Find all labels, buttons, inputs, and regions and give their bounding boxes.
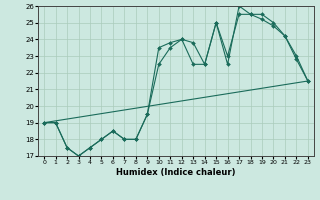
X-axis label: Humidex (Indice chaleur): Humidex (Indice chaleur) (116, 168, 236, 177)
